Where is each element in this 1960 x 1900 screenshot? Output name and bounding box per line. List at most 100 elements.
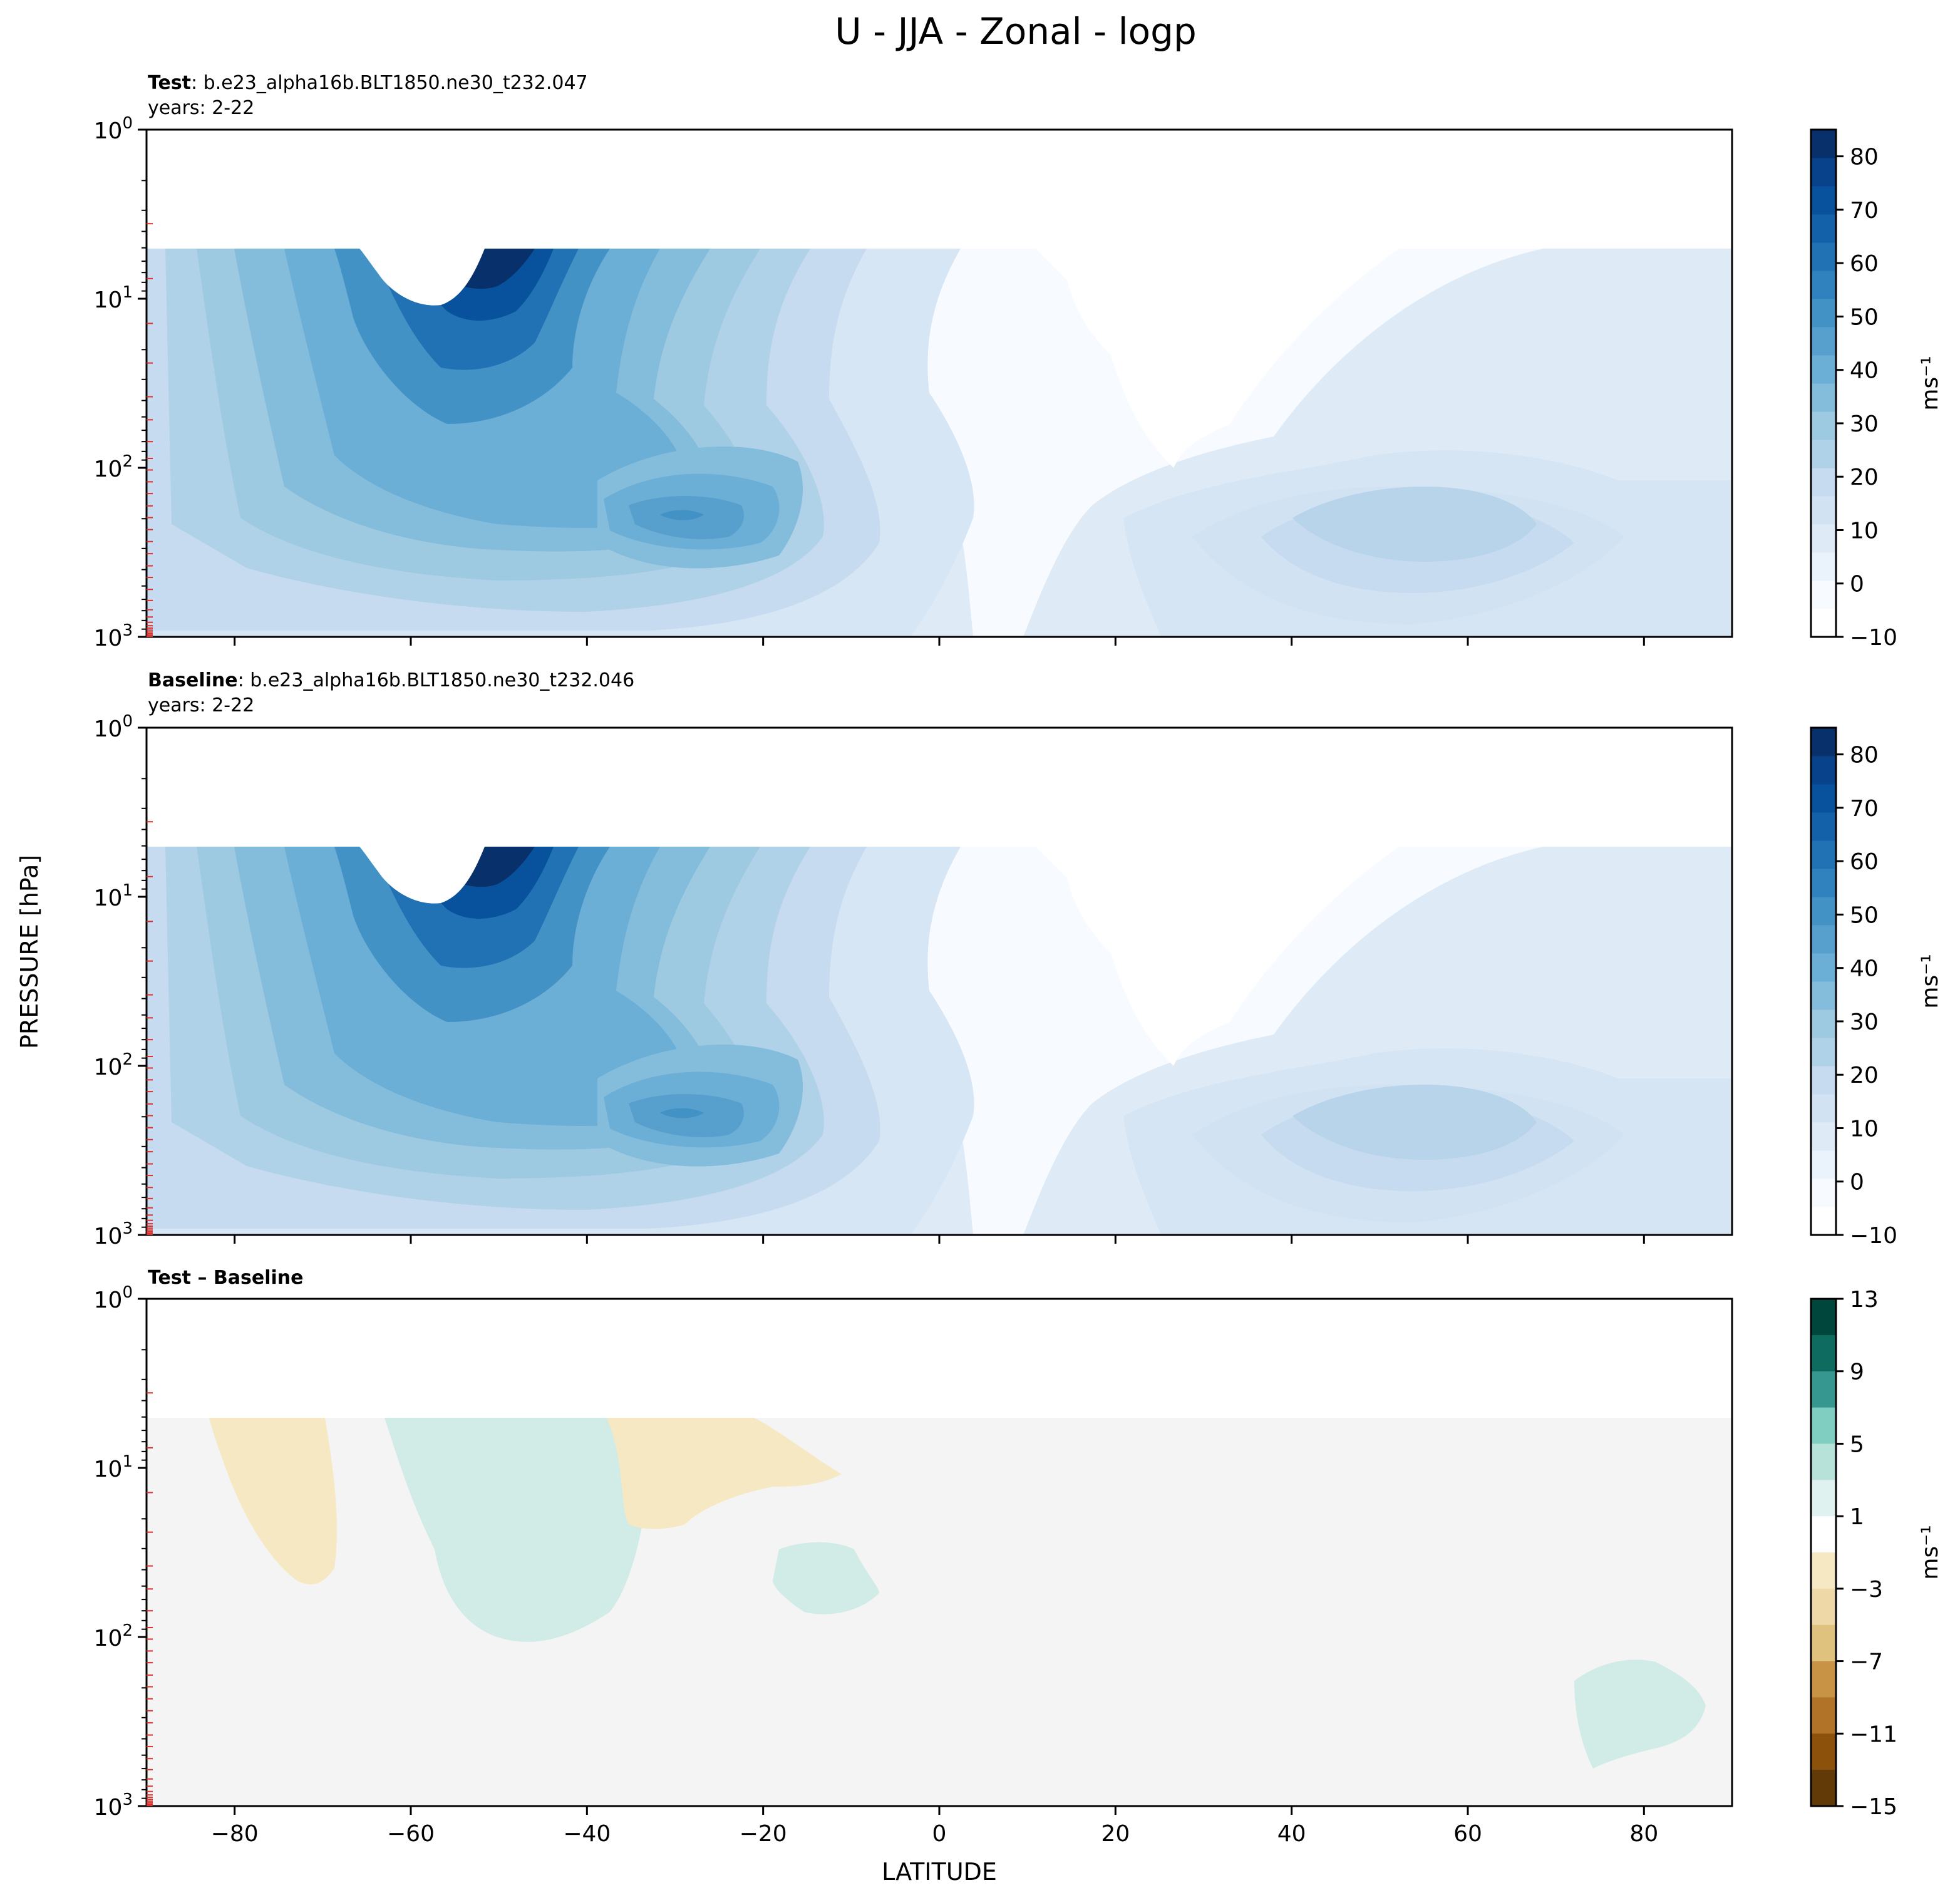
colorbar-band <box>1811 840 1836 869</box>
colorbar-band <box>1811 981 1836 1010</box>
diff-neg-region-1 <box>209 1418 338 1584</box>
y-tick-exponent: 3 <box>122 621 133 640</box>
colorbar-band <box>1811 581 1836 609</box>
colorbar-frame <box>1810 726 1837 1236</box>
y-tick-base: 10 <box>94 885 123 911</box>
colorbar-band <box>1811 1552 1836 1589</box>
colorbar-band <box>1811 1299 1836 1336</box>
colorbar-tick-label: 40 <box>1850 956 1879 982</box>
colorbar-band <box>1811 1009 1836 1038</box>
y-tick-label: 101 <box>94 881 133 911</box>
colorbar-band <box>1811 158 1836 187</box>
colorbar-band <box>1811 552 1836 581</box>
colorbar-tick-label: 80 <box>1850 145 1879 170</box>
y-tick-exponent: 2 <box>122 1621 133 1640</box>
diff-pos-region-2 <box>773 1542 879 1614</box>
colorbar-unit: ms⁻¹ <box>1917 954 1943 1008</box>
y-tick-label: 103 <box>94 1219 133 1249</box>
colorbar-band <box>1811 897 1836 926</box>
y-tick-exponent: 1 <box>122 881 133 900</box>
y-tick-base: 10 <box>94 1055 123 1080</box>
colorbar-band <box>1811 1733 1836 1770</box>
x-axis-label: LATITUDE <box>882 1858 997 1886</box>
y-tick-label: 101 <box>94 1452 133 1482</box>
colorbar-tick-label: 80 <box>1850 743 1879 768</box>
colorbar-tick-label: −10 <box>1850 1223 1897 1249</box>
colorbar-tick-label: 30 <box>1850 1009 1879 1035</box>
y-tick-label: 103 <box>94 621 133 651</box>
colorbar-tick-label: −7 <box>1850 1650 1883 1675</box>
x-tick-label: 20 <box>1101 1821 1130 1847</box>
y-tick-label: 100 <box>94 114 133 144</box>
colorbar-tick-label: 40 <box>1850 358 1879 384</box>
colorbar-band <box>1811 468 1836 497</box>
colorbar-band <box>1811 925 1836 954</box>
colorbar-tick-label: 13 <box>1850 1287 1879 1313</box>
y-tick-label: 102 <box>94 1050 133 1080</box>
colorbar-band <box>1811 1516 1836 1553</box>
colorbar-tick-label: 9 <box>1850 1360 1864 1385</box>
colorbar-unit: ms⁻¹ <box>1917 356 1943 410</box>
panel-diff-contours <box>147 1418 1732 1806</box>
colorbar-tick-label: 70 <box>1850 198 1879 224</box>
colorbar-band <box>1811 271 1836 299</box>
colorbar-band <box>1811 1443 1836 1480</box>
colorbar-tick-label: 50 <box>1850 304 1879 330</box>
y-tick-label: 101 <box>94 283 133 313</box>
colorbar-tick-label: 60 <box>1850 849 1879 875</box>
colorbar-band <box>1811 411 1836 440</box>
y-tick-base: 10 <box>94 716 123 742</box>
colorbar-tick-label: 10 <box>1850 518 1879 544</box>
y-tick-base: 10 <box>94 1224 123 1249</box>
diff-pos-region-3 <box>1574 1660 1706 1768</box>
y-tick-exponent: 0 <box>122 712 133 731</box>
diff-band-zero <box>147 1418 1732 1806</box>
colorbar-band <box>1811 1588 1836 1626</box>
colorbar-band <box>1811 496 1836 525</box>
colorbar-band <box>1811 299 1836 328</box>
y-tick-base: 10 <box>94 1795 123 1820</box>
y-tick-label: 100 <box>94 1283 133 1313</box>
y-tick-exponent: 1 <box>122 1452 133 1471</box>
panel-test-title-rest: : b.e23_alpha16b.BLT1850.ne30_t232.047 <box>191 72 588 94</box>
y-axis-label: PRESSURE [hPa] <box>16 855 43 1049</box>
colorbar-tick-label: 20 <box>1850 465 1879 490</box>
panel-test-years: years: 2-22 <box>148 97 254 119</box>
y-tick-base: 10 <box>94 287 123 313</box>
y-tick-base: 10 <box>94 1457 123 1482</box>
colorbar-band <box>1811 327 1836 356</box>
colorbar-tick-label: 70 <box>1850 796 1879 822</box>
colorbar-band <box>1811 355 1836 384</box>
colorbar-band <box>1811 609 1836 637</box>
colorbar-band <box>1811 524 1836 553</box>
colorbar-band <box>1811 1371 1836 1408</box>
panel-baseline-xaxis <box>234 1235 1645 1244</box>
colorbar-band <box>1811 1624 1836 1662</box>
panel-diff-title: Test – Baseline <box>148 1267 304 1289</box>
panel-baseline-colorbar: 80 70 60 50 40 30 20 10 0 −10 ms⁻¹ <box>1810 726 1943 1249</box>
x-tick-label: −40 <box>563 1821 611 1847</box>
colorbar-band <box>1811 186 1836 215</box>
colorbar-frame <box>1810 1298 1837 1807</box>
colorbar-band <box>1811 1179 1836 1207</box>
colorbar-tick-label: 20 <box>1850 1063 1879 1088</box>
y-tick-base: 10 <box>94 626 123 651</box>
y-tick-base: 10 <box>94 118 123 144</box>
colorbar-band <box>1811 1122 1836 1151</box>
colorbar-band <box>1811 728 1836 756</box>
colorbar-tick-label: 1 <box>1850 1504 1864 1530</box>
colorbar-band <box>1811 383 1836 412</box>
y-tick-label: 100 <box>94 712 133 742</box>
colorbar-band <box>1811 953 1836 982</box>
colorbar-band <box>1811 756 1836 785</box>
colorbar-tick-label: −15 <box>1850 1794 1897 1820</box>
y-tick-label: 103 <box>94 1790 133 1820</box>
colorbar-band <box>1811 440 1836 468</box>
colorbar-band <box>1811 214 1836 243</box>
colorbar-band <box>1811 1038 1836 1066</box>
panel-diff-xaxis: −80 −60 −40 −20 0 20 40 60 80 <box>211 1806 1658 1847</box>
colorbar-band <box>1811 1697 1836 1734</box>
diff-neg-region-2 <box>607 1418 842 1529</box>
